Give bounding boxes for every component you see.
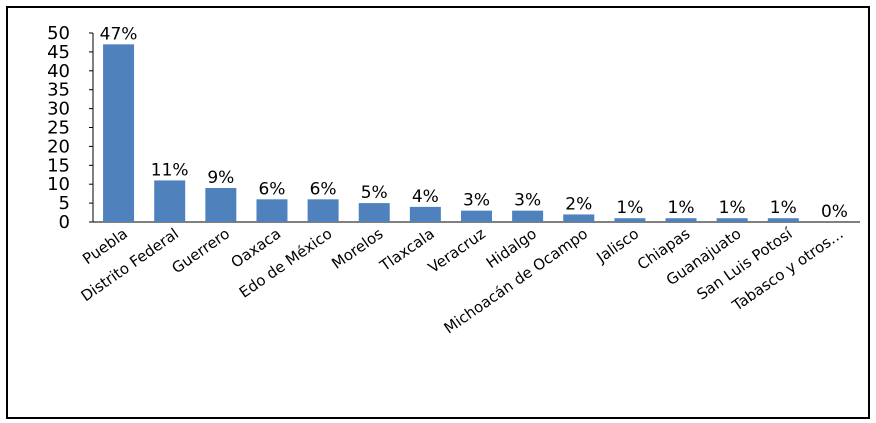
- bar: [563, 214, 595, 222]
- bar-value-label: 2%: [565, 194, 592, 214]
- bar-value-label: 6%: [310, 179, 337, 199]
- category-label: Edo de México: [236, 225, 335, 302]
- y-tick-label: 20: [47, 136, 70, 157]
- y-tick-label: 10: [47, 174, 70, 195]
- bar-value-label: 9%: [207, 168, 234, 188]
- bar: [716, 218, 748, 222]
- bars: [103, 44, 799, 223]
- y-tick-label: 25: [47, 118, 70, 139]
- bar: [767, 218, 799, 222]
- y-tick-label: 40: [47, 61, 70, 82]
- y-tick-label: 30: [47, 99, 70, 120]
- bar: [358, 203, 390, 222]
- bar: [205, 187, 237, 222]
- data-labels: 47% 11% 9% 6% 6% 5% 4% 3% 3% 2% 1% 1% 1% 1% 0%: [100, 24, 848, 222]
- bar: [512, 210, 544, 222]
- bar-value-label: 3%: [514, 191, 541, 211]
- bar: [307, 199, 339, 222]
- bar: [256, 199, 288, 222]
- bar-value-label: 1%: [668, 198, 695, 218]
- bar-value-label: 1%: [719, 198, 746, 218]
- bar-value-label: 0%: [821, 202, 848, 222]
- category-label: Morelos: [328, 224, 386, 272]
- bar-value-label: 3%: [463, 191, 490, 211]
- bar-value-label: 4%: [412, 187, 439, 207]
- category-label: Veracruz: [425, 224, 489, 276]
- bar: [103, 44, 135, 223]
- y-tick-label: 50: [47, 23, 70, 44]
- bar-value-label: 1%: [616, 198, 643, 218]
- y-tick-label: 45: [47, 42, 70, 63]
- y-tick-label: 0: [59, 212, 70, 233]
- y-tick-label: 35: [47, 80, 70, 101]
- bar: [665, 218, 697, 222]
- category-label: Guerrero: [168, 225, 233, 278]
- bar-value-label: 5%: [361, 183, 388, 203]
- bar-value-label: 1%: [770, 198, 797, 218]
- bar: [614, 218, 646, 222]
- bar-value-label: 6%: [258, 179, 285, 199]
- y-tick-label: 15: [47, 155, 70, 176]
- bar: [154, 180, 186, 222]
- bar-value-label: 11%: [151, 160, 189, 180]
- bar: [461, 210, 492, 222]
- bar-value-label: 47%: [100, 24, 138, 44]
- y-tick-label: 5: [59, 193, 70, 214]
- bar: [409, 206, 441, 222]
